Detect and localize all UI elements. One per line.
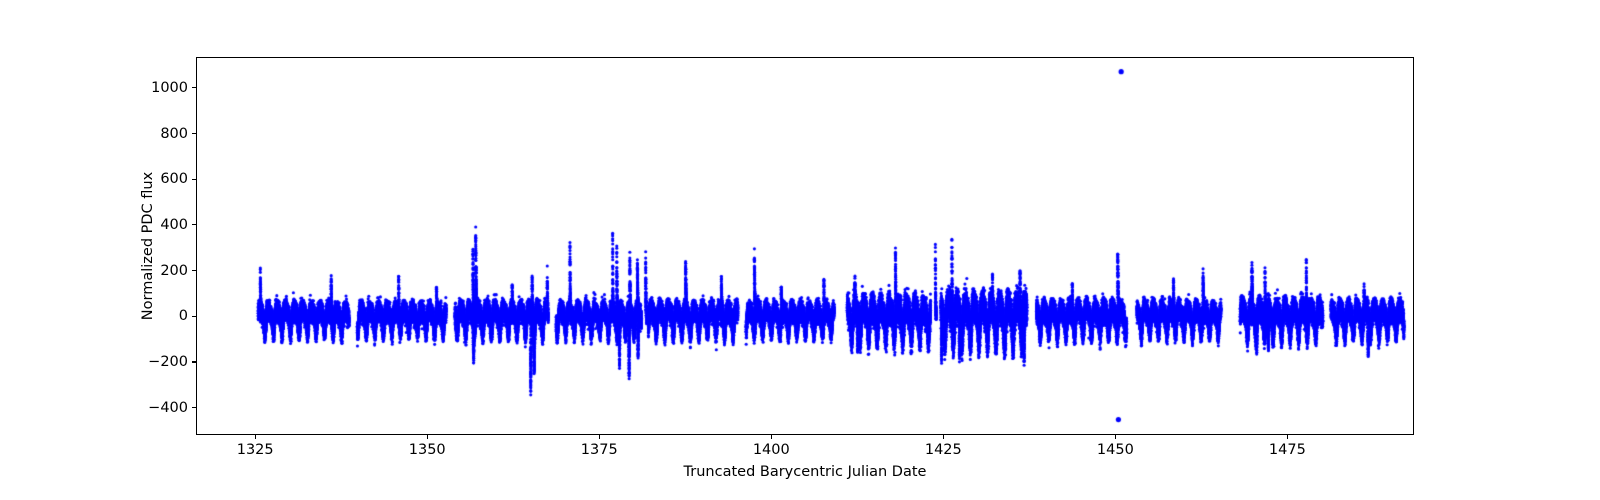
y-axis-label: Normalized PDC flux bbox=[140, 171, 156, 321]
plot-axes bbox=[196, 57, 1414, 435]
y-tick-label: 200 bbox=[160, 262, 188, 279]
y-tick-label: −200 bbox=[148, 353, 188, 370]
x-tick-label: 1350 bbox=[408, 442, 446, 458]
x-tick-mark bbox=[942, 435, 944, 439]
scatter-plot-data-layer bbox=[197, 58, 1413, 434]
x-tick-mark bbox=[254, 435, 256, 439]
y-tick-label: −400 bbox=[148, 399, 188, 416]
y-tick-mark bbox=[192, 361, 196, 363]
y-tick-label: 0 bbox=[178, 307, 188, 324]
y-tick-mark bbox=[192, 224, 196, 226]
x-tick-mark bbox=[770, 435, 772, 439]
x-tick-label: 1375 bbox=[580, 442, 618, 458]
x-tick-label: 1400 bbox=[752, 442, 790, 458]
y-tick-mark bbox=[192, 87, 196, 89]
x-tick-mark bbox=[598, 435, 600, 439]
y-tick-mark bbox=[192, 407, 196, 409]
y-tick-label: 400 bbox=[160, 216, 188, 233]
x-tick-label: 1450 bbox=[1096, 442, 1134, 458]
x-tick-mark bbox=[1114, 435, 1116, 439]
y-tick-mark bbox=[192, 315, 196, 317]
y-tick-label: 1000 bbox=[151, 79, 188, 96]
x-tick-label: 1425 bbox=[924, 442, 962, 458]
y-tick-label: 600 bbox=[160, 170, 188, 187]
x-tick-mark bbox=[1286, 435, 1288, 439]
y-tick-mark bbox=[192, 133, 196, 135]
x-tick-label: 1325 bbox=[236, 442, 274, 458]
x-tick-label: 1475 bbox=[1268, 442, 1306, 458]
y-tick-mark bbox=[192, 178, 196, 180]
y-tick-mark bbox=[192, 270, 196, 272]
x-axis-label: Truncated Barycentric Julian Date bbox=[683, 464, 927, 480]
x-tick-mark bbox=[426, 435, 428, 439]
y-tick-label: 800 bbox=[160, 125, 188, 142]
